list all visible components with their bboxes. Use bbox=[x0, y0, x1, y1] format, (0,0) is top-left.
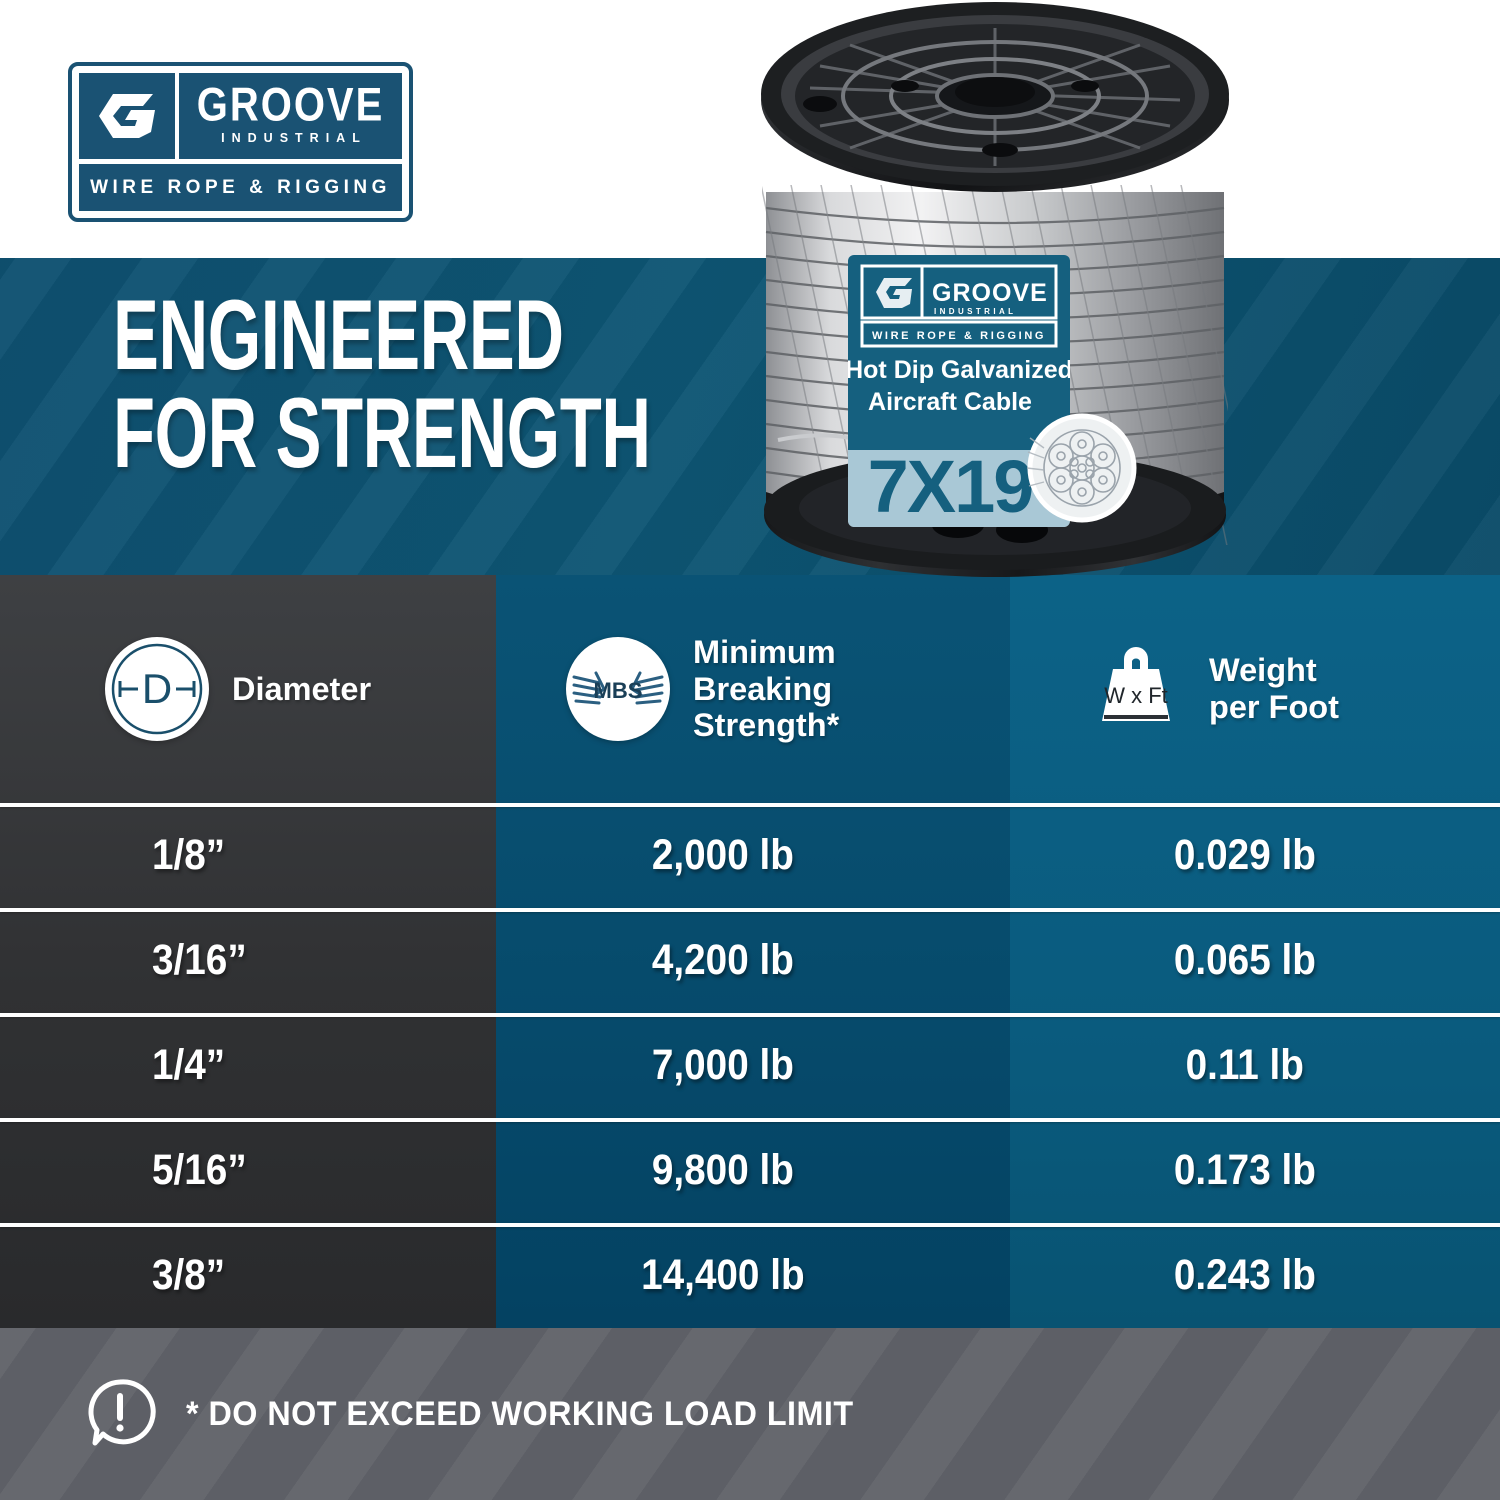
table-row: 1/4” 7,000 lb 0.11 lb bbox=[0, 1013, 1500, 1118]
svg-text:W x Ft: W x Ft bbox=[1104, 683, 1168, 708]
cell-diameter: 1/8” bbox=[152, 831, 226, 879]
table-body: 1/8” 2,000 lb 0.029 lb 3/16” 4,200 lb 0.… bbox=[0, 803, 1500, 1328]
table-row: 3/16” 4,200 lb 0.065 lb bbox=[0, 908, 1500, 1013]
brand-logo: GROOVE INDUSTRIAL WIRE ROPE & RIGGING bbox=[68, 62, 413, 222]
cell-mbs: 9,800 lb bbox=[651, 1146, 794, 1194]
footer-warning-text: * DO NOT EXCEED WORKING LOAD LIMIT bbox=[186, 1394, 854, 1433]
header-bar: GROOVE INDUSTRIAL WIRE ROPE & RIGGING bbox=[0, 0, 1500, 258]
table-header-label-weight: Weight per Foot bbox=[1209, 652, 1339, 725]
row-divider bbox=[0, 803, 1500, 807]
hero-band: ENGINEERED FOR STRENGTH bbox=[0, 258, 1500, 575]
page-title: ENGINEERED FOR STRENGTH bbox=[113, 279, 651, 489]
column-background-weight bbox=[1010, 575, 1500, 1328]
cell-weight: 0.243 lb bbox=[1173, 1251, 1316, 1299]
logo-tagline: WIRE ROPE & RIGGING bbox=[90, 176, 391, 198]
spec-table: D Diameter bbox=[0, 575, 1500, 1328]
svg-text:D: D bbox=[142, 665, 172, 712]
table-header-diameter: D Diameter bbox=[0, 575, 496, 803]
logo-brand-sub: INDUSTRIAL bbox=[221, 130, 367, 145]
mbs-icon: MBS bbox=[566, 637, 670, 741]
table-header-label-mbs: Minimum Breaking Strength* bbox=[693, 633, 840, 744]
table-header-weight: W x Ft Weight per Foot bbox=[1010, 575, 1500, 803]
cell-mbs: 2,000 lb bbox=[651, 831, 794, 879]
cell-weight: 0.173 lb bbox=[1173, 1146, 1316, 1194]
row-divider bbox=[0, 1013, 1500, 1017]
table-header-label-diameter: Diameter bbox=[232, 670, 372, 707]
table-row: 3/8” 14,400 lb 0.243 lb bbox=[0, 1223, 1500, 1328]
cell-mbs: 14,400 lb bbox=[641, 1251, 805, 1299]
row-divider bbox=[0, 1223, 1500, 1227]
cell-diameter: 3/8” bbox=[152, 1251, 226, 1299]
cell-diameter: 1/4” bbox=[152, 1041, 226, 1089]
cell-weight: 0.11 lb bbox=[1185, 1041, 1305, 1089]
cell-diameter: 5/16” bbox=[152, 1146, 247, 1194]
row-divider bbox=[0, 1118, 1500, 1122]
weight-icon: W x Ft bbox=[1082, 637, 1186, 741]
table-header-row: D Diameter bbox=[0, 575, 1500, 803]
row-divider bbox=[0, 908, 1500, 912]
column-background-diameter bbox=[0, 575, 496, 1328]
diameter-icon: D bbox=[105, 637, 209, 741]
cell-mbs: 7,000 lb bbox=[651, 1041, 794, 1089]
cell-diameter: 3/16” bbox=[152, 936, 247, 984]
table-row: 5/16” 9,800 lb 0.173 lb bbox=[0, 1118, 1500, 1223]
table-header-mbs: MBS Minimum Breaking Strength* bbox=[496, 575, 1010, 803]
cell-mbs: 4,200 lb bbox=[651, 936, 794, 984]
groove-g-icon bbox=[79, 73, 175, 159]
cell-weight: 0.029 lb bbox=[1173, 831, 1316, 879]
footer-warning-bar: * DO NOT EXCEED WORKING LOAD LIMIT bbox=[0, 1328, 1500, 1500]
logo-brand-name: GROOVE bbox=[196, 78, 385, 131]
svg-text:MBS: MBS bbox=[594, 678, 643, 703]
cell-weight: 0.065 lb bbox=[1173, 936, 1316, 984]
warning-exclamation-icon bbox=[82, 1374, 158, 1455]
table-row: 1/8” 2,000 lb 0.029 lb bbox=[0, 803, 1500, 908]
